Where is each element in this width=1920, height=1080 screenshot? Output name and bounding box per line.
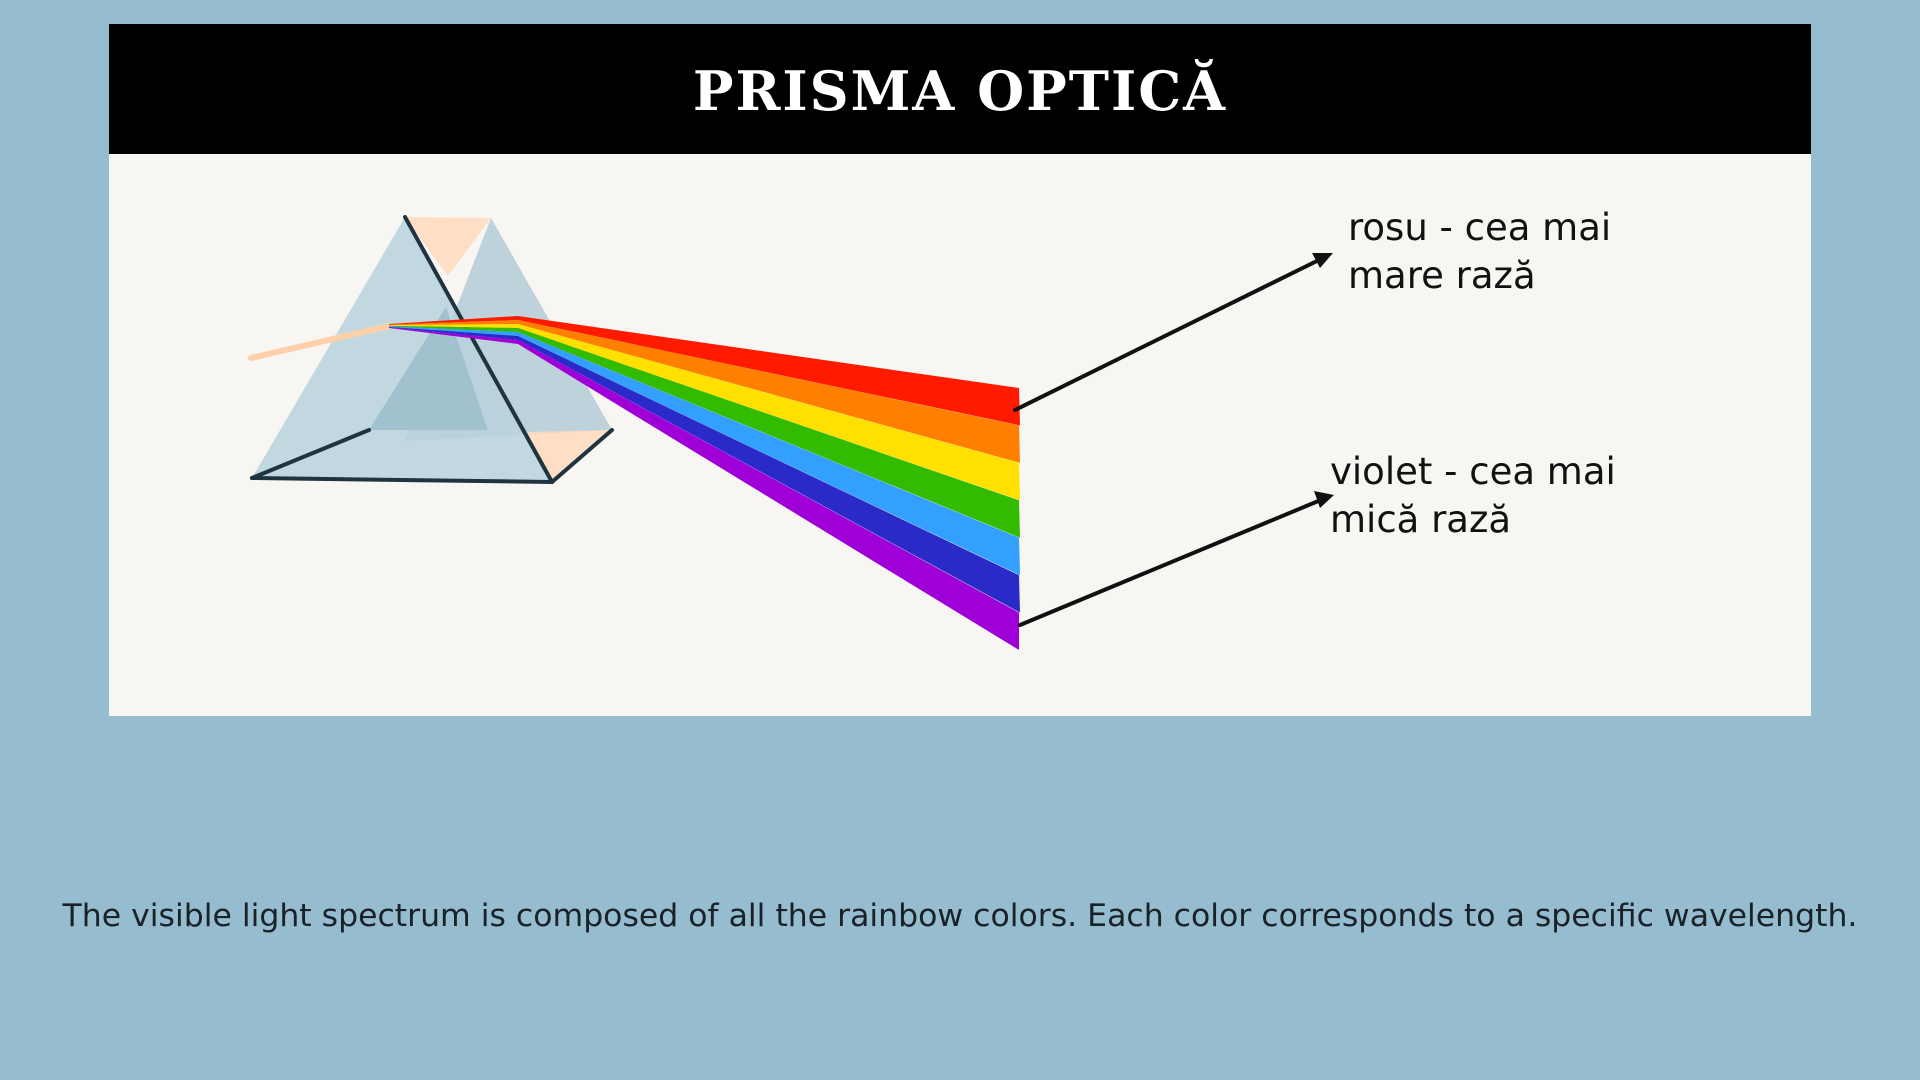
caption-text: The visible light spectrum is composed o… [62,898,1858,934]
violet-label: violet - cea mai mică rază [1330,448,1710,544]
prism-tint-top [405,217,491,276]
violet-pointer-arrow [1018,491,1334,627]
red-pointer-arrow [1013,253,1333,412]
arrow-icon [1314,491,1334,508]
red-label: rosu - cea mai mare rază [1348,204,1728,300]
prism-dark-core [369,307,488,430]
diagram-card: PRISMA OPTICĂ rosu - cea mai [109,24,1811,716]
violet-label-line2: mică rază [1330,498,1512,541]
prism-diagram [248,215,1334,650]
title-bar: PRISMA OPTICĂ [109,24,1811,154]
spectrum-band-1 [389,316,1020,426]
incoming-light-ray [248,323,392,361]
spectrum-beam [389,316,1020,650]
violet-label-line1: violet - cea mai [1330,450,1616,493]
red-label-line2: mare rază [1348,254,1536,297]
red-label-line1: rosu - cea mai [1348,206,1612,249]
page-title: PRISMA OPTICĂ [692,59,1228,123]
arrow-icon [1312,253,1333,268]
